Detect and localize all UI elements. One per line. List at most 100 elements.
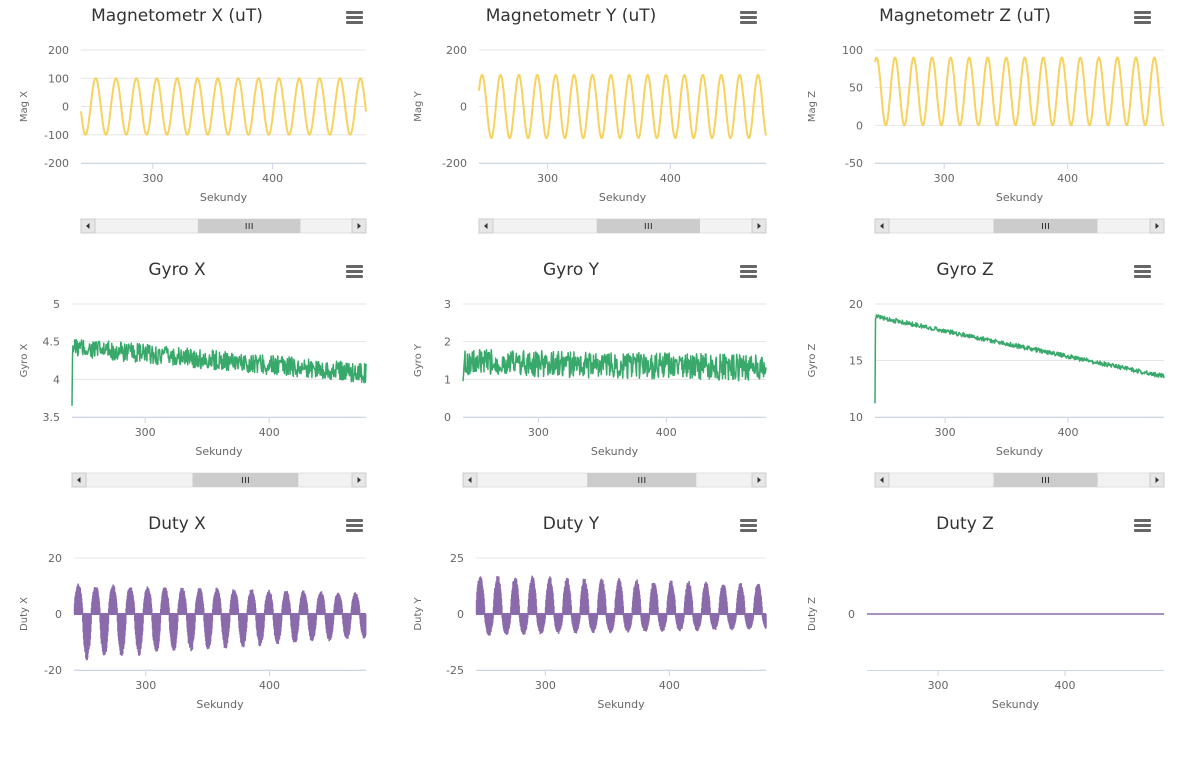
x-axis-label: Sekundy bbox=[996, 445, 1044, 458]
menu-icon-bar bbox=[346, 265, 363, 268]
navigator-scrollbar[interactable] bbox=[462, 472, 767, 488]
menu-icon-bar bbox=[1134, 270, 1151, 273]
y-axis-label: Mag Z bbox=[807, 91, 818, 122]
hamburger-menu-icon[interactable] bbox=[740, 11, 757, 24]
hamburger-menu-icon[interactable] bbox=[1134, 519, 1151, 532]
x-tick-label: 400 bbox=[262, 172, 283, 185]
y-tick-label: 50 bbox=[849, 82, 863, 95]
grip-icon[interactable] bbox=[1042, 477, 1050, 483]
arrow-right-icon[interactable] bbox=[1149, 218, 1165, 234]
chart-title: Magnetometr Y (uT) bbox=[486, 6, 656, 26]
y-tick-label: -50 bbox=[845, 157, 863, 170]
hamburger-menu-icon[interactable] bbox=[740, 519, 757, 532]
arrow-left-icon[interactable] bbox=[874, 218, 890, 234]
arrow-left-icon[interactable] bbox=[478, 218, 494, 234]
x-axis-label: Sekundy bbox=[591, 445, 639, 458]
arrow-left-icon[interactable] bbox=[462, 472, 478, 488]
menu-icon-bar bbox=[1134, 529, 1151, 532]
x-tick-label: 300 bbox=[528, 426, 549, 439]
y-tick-label: 100 bbox=[48, 72, 69, 85]
chart-svg: Magnetometr Y (uT) -200 0 200 300 400 Sekundy M… bbox=[413, 6, 767, 234]
navigator-scrollbar[interactable] bbox=[874, 218, 1165, 234]
grip-icon[interactable] bbox=[644, 223, 652, 229]
menu-icon-bar bbox=[740, 265, 757, 268]
hamburger-menu-icon[interactable] bbox=[1134, 11, 1151, 24]
hamburger-menu-icon[interactable] bbox=[346, 519, 363, 532]
y-tick-label: -100 bbox=[44, 129, 69, 142]
series-line bbox=[462, 349, 767, 382]
series-line bbox=[874, 314, 1165, 404]
y-tick-label: 200 bbox=[48, 44, 69, 57]
y-axis-label: Duty Y bbox=[413, 597, 424, 631]
arrow-right-icon[interactable] bbox=[351, 218, 367, 234]
y-tick-label: 0 bbox=[62, 101, 69, 114]
menu-icon-bar bbox=[740, 21, 757, 24]
chart-svg: Gyro Z 10 15 20 300 400 Sekundy Gyro Z bbox=[807, 260, 1165, 488]
y-tick-label: 0 bbox=[55, 608, 62, 621]
chart-svg: Duty Z 0 300 400 Sekundy Duty Z bbox=[807, 514, 1164, 711]
arrow-left-glyph bbox=[86, 223, 90, 229]
arrow-left-glyph bbox=[468, 477, 472, 483]
hamburger-menu-icon[interactable] bbox=[346, 265, 363, 278]
arrow-right-glyph bbox=[757, 223, 761, 229]
x-axis-label: Sekundy bbox=[597, 698, 645, 711]
y-tick-label: 4.5 bbox=[43, 336, 61, 349]
arrow-left-glyph bbox=[484, 223, 488, 229]
hamburger-menu-icon[interactable] bbox=[740, 265, 757, 278]
y-axis-label: Duty Z bbox=[807, 597, 818, 631]
chart-title: Gyro X bbox=[148, 260, 206, 280]
series-line bbox=[874, 56, 1165, 127]
chart-panel-duty-y: Duty Y -25 0 25 300 400 Sekundy Duty Y bbox=[394, 508, 788, 762]
chart-panel-mag-x: Magnetometr X (uT) -200 -100 0 100 200 300 400 S… bbox=[0, 0, 394, 254]
chart-title: Duty Y bbox=[543, 514, 600, 534]
grip-icon[interactable] bbox=[638, 477, 646, 483]
grip-icon[interactable] bbox=[1042, 223, 1050, 229]
series-line bbox=[71, 338, 367, 406]
y-axis-label: Duty X bbox=[19, 597, 30, 631]
arrow-right-glyph bbox=[1155, 477, 1159, 483]
arrow-right-icon[interactable] bbox=[751, 472, 767, 488]
y-tick-label: 3.5 bbox=[43, 411, 61, 424]
y-tick-label: 0 bbox=[444, 411, 451, 424]
chart-panel-duty-z: Duty Z 0 300 400 Sekundy Duty Z bbox=[788, 508, 1182, 762]
arrow-right-icon[interactable] bbox=[351, 472, 367, 488]
menu-icon-bar bbox=[1134, 21, 1151, 24]
chart-panel-gyro-z: Gyro Z 10 15 20 300 400 Sekundy Gyro Z bbox=[788, 254, 1182, 508]
x-tick-label: 300 bbox=[135, 679, 156, 692]
grip-icon[interactable] bbox=[245, 223, 253, 229]
arrow-left-icon[interactable] bbox=[71, 472, 87, 488]
x-axis-label: Sekundy bbox=[195, 445, 243, 458]
hamburger-menu-icon[interactable] bbox=[346, 11, 363, 24]
chart-title: Duty Z bbox=[936, 514, 994, 534]
y-axis-label: Mag X bbox=[19, 91, 30, 122]
navigator-scrollbar[interactable] bbox=[80, 218, 367, 234]
chart-panel-gyro-x: Gyro X 3.5 4 4.5 5 300 400 Sekundy Gyro X bbox=[0, 254, 394, 508]
x-tick-label: 400 bbox=[259, 426, 280, 439]
hamburger-menu-icon[interactable] bbox=[1134, 265, 1151, 278]
x-tick-label: 300 bbox=[935, 426, 956, 439]
x-tick-label: 300 bbox=[934, 172, 955, 185]
menu-icon-bar bbox=[740, 529, 757, 532]
navigator-scrollbar[interactable] bbox=[71, 472, 367, 488]
arrow-left-glyph bbox=[880, 477, 884, 483]
chart-svg: Duty Y -25 0 25 300 400 Sekundy Duty Y bbox=[413, 514, 767, 711]
arrow-right-icon[interactable] bbox=[1149, 472, 1165, 488]
x-tick-label: 400 bbox=[659, 679, 680, 692]
navigator-scrollbar[interactable] bbox=[478, 218, 767, 234]
chart-svg: Gyro Y 0 1 2 3 300 400 Sekundy Gyro Y bbox=[413, 260, 767, 488]
navigator-scrollbar[interactable] bbox=[874, 472, 1165, 488]
arrow-left-icon[interactable] bbox=[80, 218, 96, 234]
series-line bbox=[80, 77, 367, 136]
x-axis-label: Sekundy bbox=[196, 698, 244, 711]
arrow-left-icon[interactable] bbox=[874, 472, 890, 488]
y-tick-label: 20 bbox=[48, 552, 62, 565]
chart-title: Magnetometr X (uT) bbox=[91, 6, 263, 26]
menu-icon-bar bbox=[1134, 524, 1151, 527]
grip-icon[interactable] bbox=[241, 477, 249, 483]
arrow-right-icon[interactable] bbox=[751, 218, 767, 234]
y-axis-label: Gyro X bbox=[19, 344, 30, 378]
menu-icon-bar bbox=[1134, 16, 1151, 19]
chart-panel-mag-y: Magnetometr Y (uT) -200 0 200 300 400 Sekundy M… bbox=[394, 0, 788, 254]
y-tick-label: -25 bbox=[446, 664, 464, 677]
series-area bbox=[475, 575, 767, 636]
